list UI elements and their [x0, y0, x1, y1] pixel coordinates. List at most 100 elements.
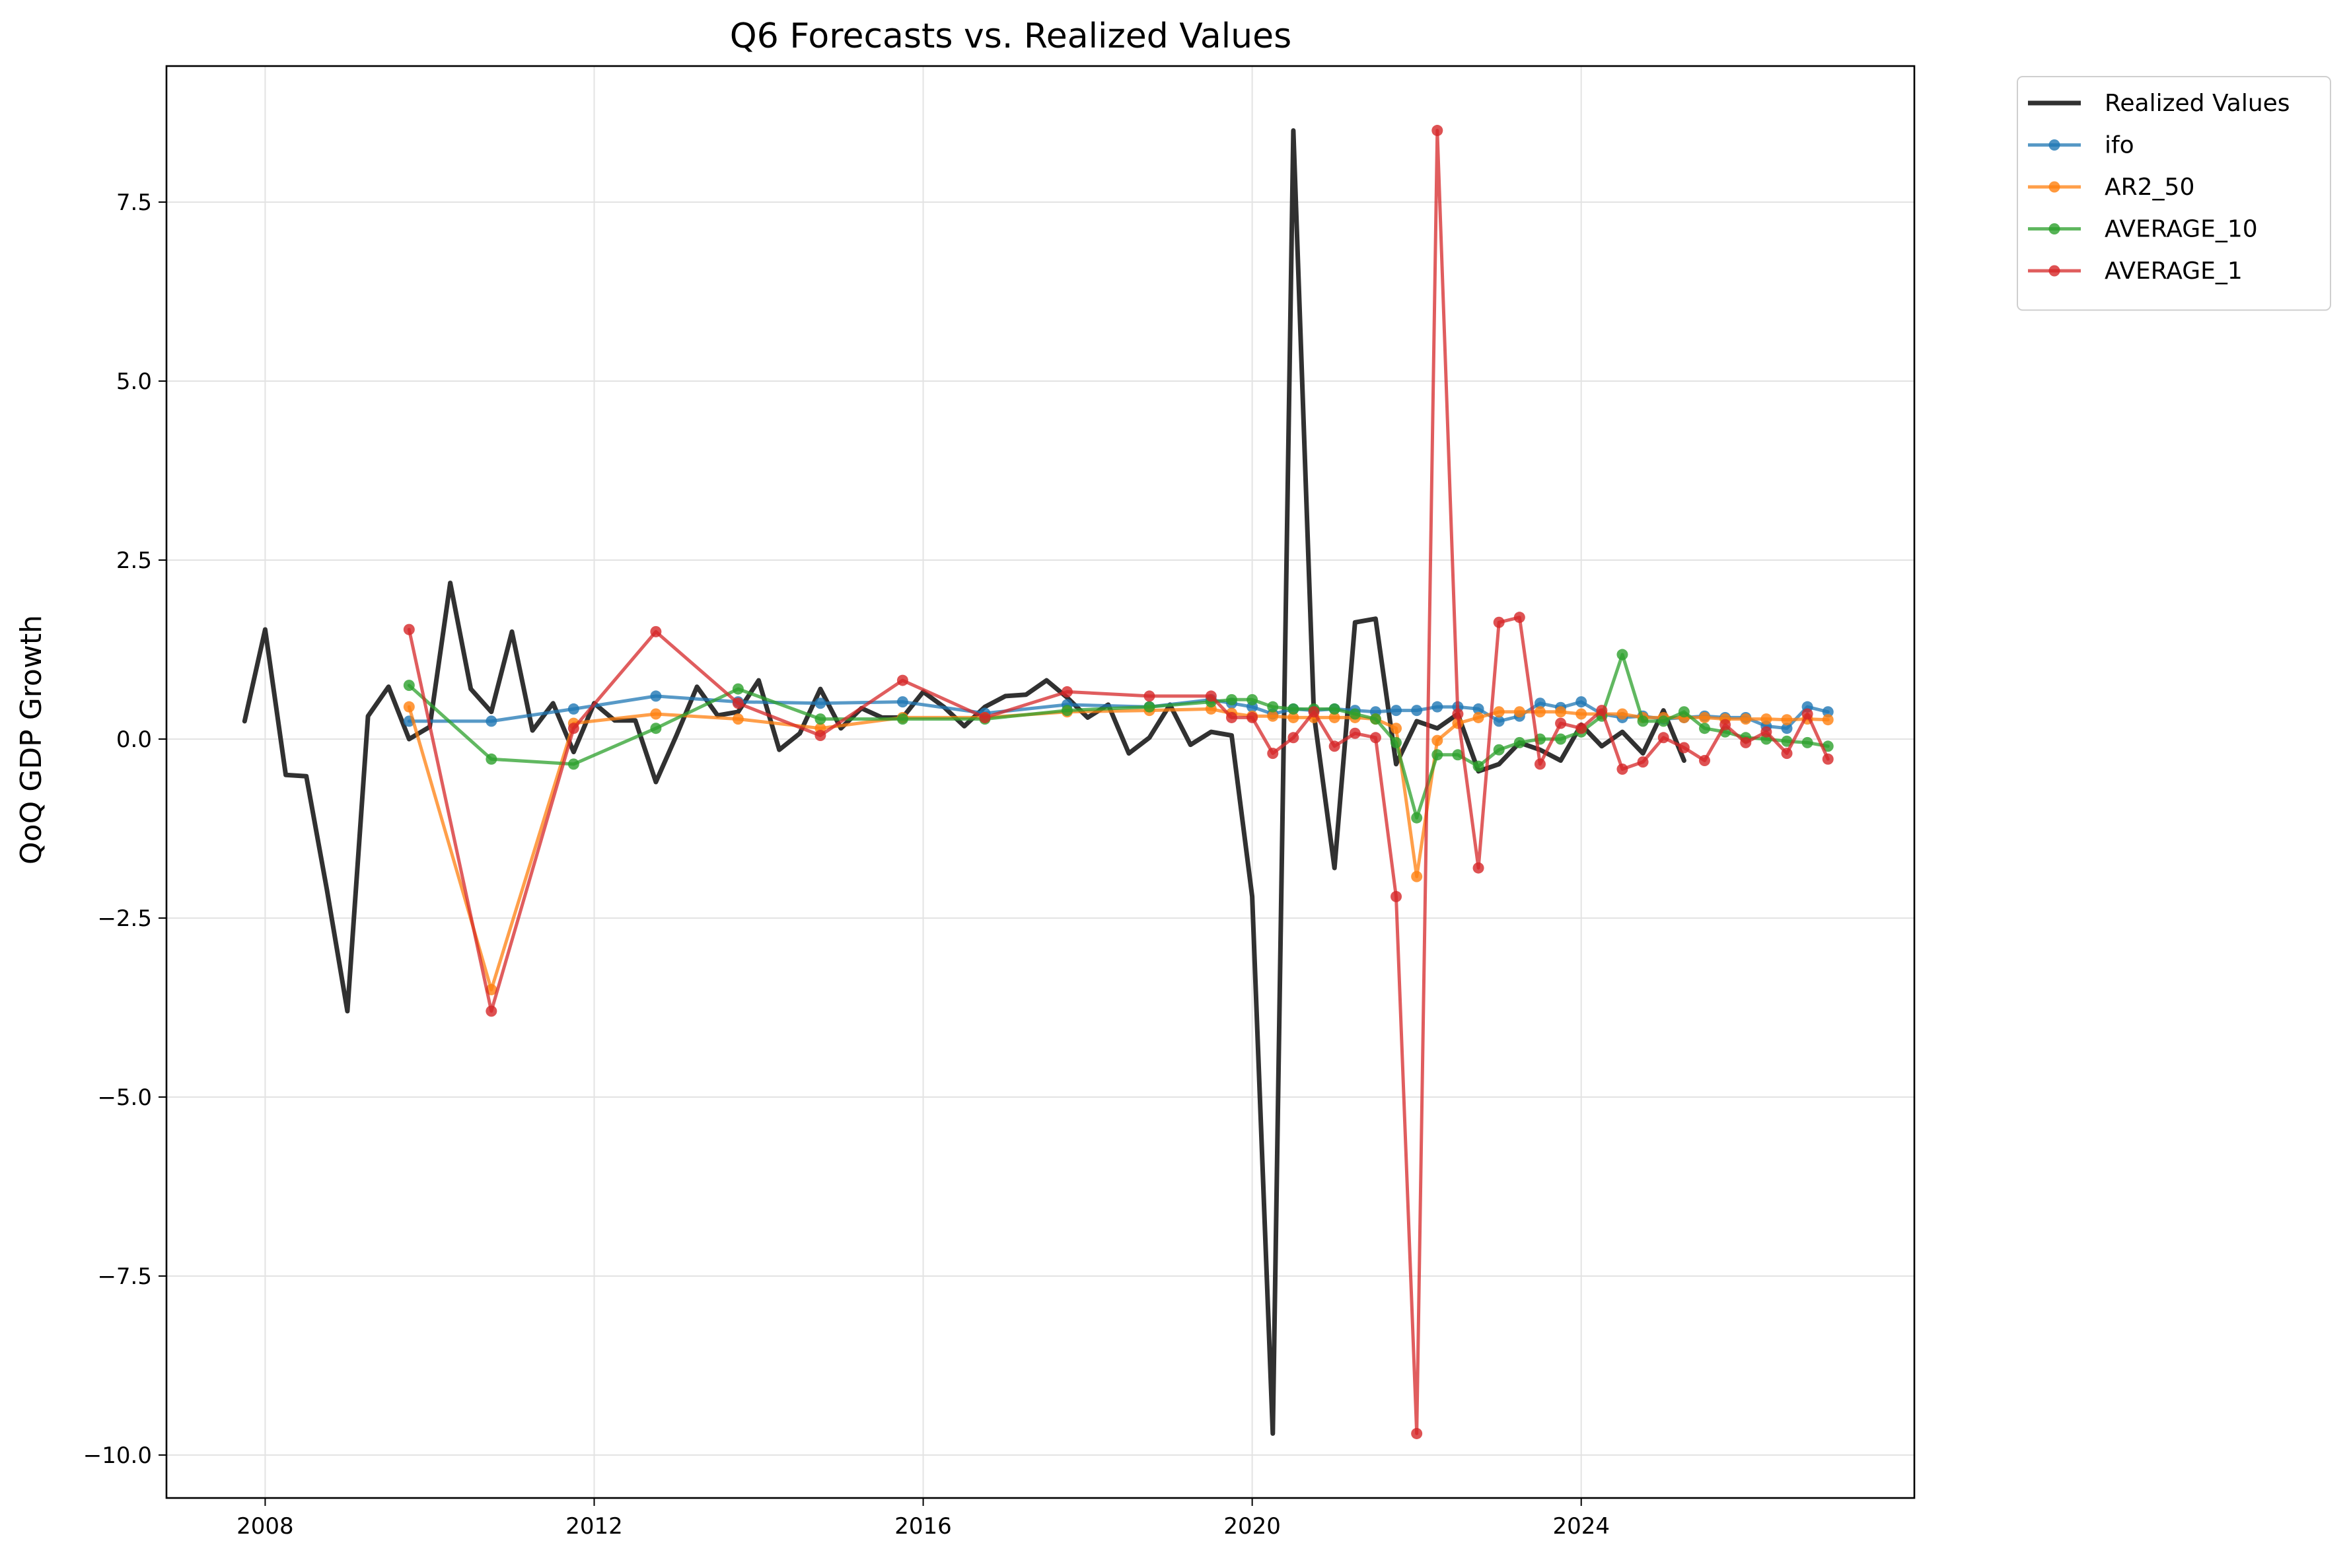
series-lines: [242, 125, 1834, 1439]
x-tick-label: 2016: [894, 1513, 952, 1540]
data-point: [1391, 736, 1402, 748]
data-point: [732, 683, 744, 695]
data-point: [1391, 705, 1402, 717]
y-tick-label: 7.5: [116, 190, 152, 216]
data-point: [1205, 690, 1217, 702]
data-point: [896, 713, 908, 725]
data-point: [814, 697, 826, 709]
data-point: [486, 715, 497, 727]
chart-title: Q6 Forecasts vs. Realized Values: [730, 17, 1291, 56]
data-point: [1267, 701, 1279, 713]
data-point: [1349, 708, 1361, 720]
data-point: [1369, 713, 1381, 725]
data-point: [1698, 711, 1710, 723]
data-point: [1760, 726, 1772, 738]
data-point: [1822, 753, 1834, 765]
y-tick-label: −5.0: [97, 1085, 152, 1111]
data-point: [1411, 871, 1423, 882]
data-point: [1452, 749, 1464, 761]
data-point: [1555, 717, 1567, 729]
data-point: [1555, 733, 1567, 745]
series-average-1: [403, 125, 1834, 1439]
data-point: [486, 1005, 497, 1017]
data-point: [1411, 705, 1423, 717]
data-point: [1657, 732, 1669, 744]
legend-swatch-marker: [2048, 139, 2060, 151]
data-point: [1328, 703, 1340, 715]
data-point: [1267, 748, 1279, 760]
data-point: [1575, 696, 1587, 708]
legend-item[interactable]: AR2_50: [2028, 174, 2194, 201]
data-point: [1801, 736, 1813, 748]
data-point: [1226, 694, 1238, 705]
data-point: [1143, 701, 1155, 713]
data-point: [1657, 715, 1669, 727]
x-tick-label: 2012: [565, 1513, 623, 1540]
data-point: [1740, 736, 1752, 748]
y-tick-label: 0.0: [116, 727, 152, 753]
y-tick-label: −7.5: [97, 1264, 152, 1290]
y-tick-label: 5.0: [116, 369, 152, 395]
data-point: [1493, 706, 1505, 718]
data-point: [567, 758, 579, 770]
y-tick-label: −2.5: [97, 906, 152, 932]
x-tick-label: 2008: [236, 1513, 294, 1540]
data-point: [1431, 734, 1443, 746]
data-point: [650, 690, 662, 702]
data-point: [1616, 708, 1628, 720]
data-point: [567, 723, 579, 734]
legend[interactable]: Realized Values ifo AR2_50 AVERAGE_10 AVERAG…: [2017, 76, 2331, 311]
data-point: [486, 753, 497, 765]
data-point: [1575, 708, 1587, 720]
data-point: [1267, 710, 1279, 722]
plot-frame: [165, 65, 1916, 1499]
legend-swatch-marker: [2048, 181, 2060, 193]
data-point: [814, 730, 826, 742]
x-tick-label: 2020: [1223, 1513, 1281, 1540]
data-point: [1781, 735, 1793, 747]
legend-label: AR2_50: [2105, 174, 2194, 201]
data-point: [1822, 714, 1834, 726]
data-point: [979, 711, 991, 723]
legend-item[interactable]: AVERAGE_10: [2028, 216, 2258, 243]
data-point: [1472, 703, 1484, 715]
legend-item[interactable]: AVERAGE_1: [2028, 258, 2243, 285]
data-point: [1493, 616, 1505, 628]
legend-box: [2017, 76, 2331, 311]
legend-swatch-marker: [2048, 265, 2060, 277]
y-tick-label: −10.0: [83, 1443, 152, 1469]
axes: 2008 2012 2016 2020 2024 7.5 5.0 2.5 0.0 −2.5 −5.0…: [83, 190, 1610, 1540]
data-point: [732, 713, 744, 725]
legend-label: AVERAGE_10: [2105, 216, 2258, 243]
data-point: [1061, 705, 1073, 717]
data-point: [1513, 706, 1525, 718]
data-point: [1678, 706, 1690, 718]
legend-item[interactable]: ifo: [2028, 132, 2134, 159]
data-point: [1411, 812, 1423, 824]
legend-label: Realized Values: [2105, 90, 2290, 117]
data-point: [1534, 706, 1546, 718]
data-point: [1328, 740, 1340, 752]
data-point: [1616, 763, 1628, 775]
data-point: [403, 701, 415, 713]
data-point: [732, 697, 744, 709]
data-point: [1061, 686, 1073, 697]
data-point: [403, 680, 415, 692]
data-point: [1308, 706, 1320, 718]
data-point: [1472, 760, 1484, 772]
y-tick-label: 2.5: [116, 548, 152, 574]
data-point: [1287, 711, 1299, 723]
legend-label: AVERAGE_1: [2105, 258, 2243, 285]
data-point: [1369, 732, 1381, 744]
data-point: [1287, 703, 1299, 715]
data-point: [1760, 713, 1772, 725]
legend-item[interactable]: Realized Values: [2028, 90, 2290, 117]
data-point: [1781, 723, 1793, 734]
data-point: [1431, 701, 1443, 713]
data-point: [1575, 723, 1587, 734]
data-point: [814, 713, 826, 725]
data-point: [1513, 736, 1525, 748]
data-point: [1391, 890, 1402, 902]
data-point: [1431, 125, 1443, 137]
